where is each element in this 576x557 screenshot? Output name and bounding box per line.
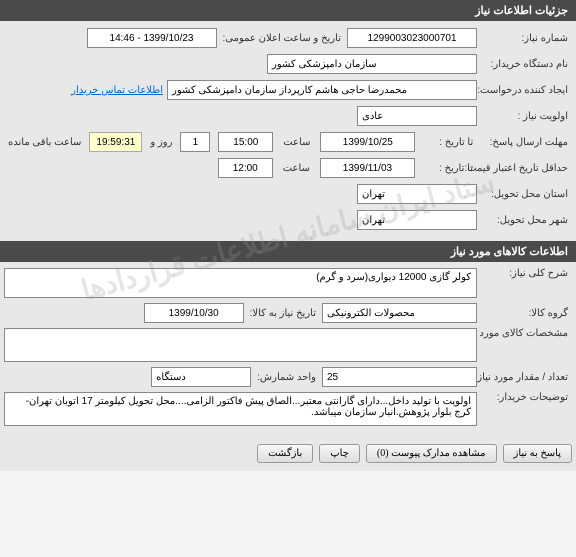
province-label: استان محل تحویل: (477, 189, 572, 200)
contact-link[interactable]: اطلاعات تماس خریدار (67, 85, 167, 96)
remaining-label: ساعت باقی مانده (4, 137, 85, 148)
group-label: گروه کالا: (477, 308, 572, 319)
announce-label: تاریخ و ساعت اعلان عمومی: (217, 33, 348, 44)
min-validity-time-field: 12:00 (218, 158, 273, 178)
min-validity-date-field: 1399/11/03 (320, 158, 415, 178)
priority-label: اولویت نیاز : (477, 111, 572, 122)
back-button[interactable]: بازگشت (257, 444, 313, 463)
group-field: محصولات الکترونیکی (322, 303, 477, 323)
section1-header: جزئیات اطلاعات نیاز (0, 0, 576, 21)
countdown-field: 19:59:31 (89, 132, 142, 152)
need-date-field: 1399/10/30 (144, 303, 244, 323)
respond-button[interactable]: پاسخ به نیاز (503, 444, 573, 463)
specs-field (4, 328, 477, 362)
need-number-label: شماره نیاز: (477, 33, 572, 44)
announce-field: 1399/10/23 - 14:46 (87, 28, 217, 48)
desc-label: شرح کلی نیاز: (477, 268, 572, 279)
need-number-field: 1299003023000701 (347, 28, 477, 48)
view-docs-button[interactable]: مشاهده مدارک پیوست (0) (366, 444, 497, 463)
specs-label: مشخصات کالای مورد نیاز: (477, 328, 572, 339)
priority-field: عادی (357, 106, 477, 126)
until-date-field: 1399/10/25 (320, 132, 415, 152)
section2-body: شرح کلی نیاز: کولر گازی 12000 دیواری(سرد… (0, 262, 576, 436)
unit-field: دستگاه (151, 367, 251, 387)
time-label-2: ساعت (277, 163, 316, 174)
min-validity-label: حداقل تاریخ اعتبار قیمت: (477, 163, 572, 174)
day-count-field: 1 (180, 132, 210, 152)
province-field: تهران (357, 184, 477, 204)
city-label: شهر محل تحویل: (477, 215, 572, 226)
desc-field: کولر گازی 12000 دیواری(سرد و گرم) (4, 268, 477, 298)
buyer-org-field: سازمان دامپزشکی کشور (267, 54, 477, 74)
qty-label: تعداد / مقدار مورد نیاز: (477, 372, 572, 383)
notes-field: اولویت با تولید داخل...دارای گارانتی معت… (4, 392, 477, 426)
deadline-label: مهلت ارسال پاسخ: (477, 137, 572, 148)
city-field: تهران (357, 210, 477, 230)
buyer-org-label: نام دستگاه خریدار: (477, 59, 572, 70)
until-time-field: 15:00 (218, 132, 273, 152)
time-label-1: ساعت (277, 137, 316, 148)
notes-label: توضیحات خریدار: (477, 392, 572, 403)
day-label: روز و (146, 137, 176, 148)
until-label-2: تا تاریخ : (439, 163, 473, 174)
qty-field: 25 (322, 367, 477, 387)
section1-body: شماره نیاز: 1299003023000701 تاریخ و ساع… (0, 21, 576, 241)
unit-label: واحد شمارش: (251, 372, 322, 383)
requester-field: محمدرضا حاجی هاشم کارپرداز سازمان دامپزش… (167, 80, 477, 100)
until-label: تا تاریخ : (439, 137, 473, 148)
requester-label: ایجاد کننده درخواست: (477, 85, 572, 96)
section2-header: اطلاعات کالاهای مورد نیاز (0, 241, 576, 262)
print-button[interactable]: چاپ (319, 444, 360, 463)
need-date-label: تاریخ نیاز به کالا: (244, 308, 322, 319)
button-row: پاسخ به نیاز مشاهده مدارک پیوست (0) چاپ … (0, 436, 576, 471)
